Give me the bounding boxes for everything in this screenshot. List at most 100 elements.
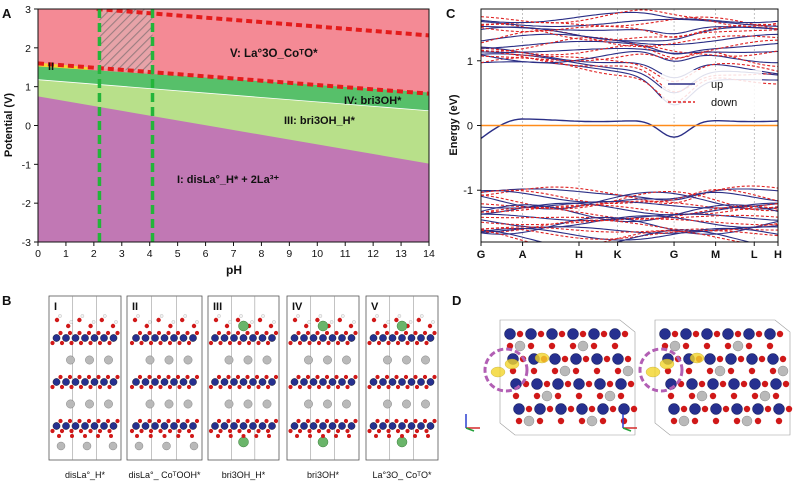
bottom-oxygen	[374, 434, 378, 438]
lanthanum-atom	[342, 355, 351, 365]
conduction-band-down	[481, 23, 778, 38]
oxygen-atom	[307, 428, 312, 434]
oxygen-atom	[237, 340, 242, 346]
slab-caption: disLa°_H*	[65, 470, 106, 480]
slab-structure-v: V La°3O_ CoᵀO*	[365, 295, 439, 480]
slab-caption: bri3OH*	[307, 470, 340, 480]
oxygen-atom	[158, 340, 163, 346]
oxygen-atom	[564, 380, 572, 388]
oxygen-atom	[609, 405, 617, 413]
oxygen-atom	[593, 367, 601, 375]
lanthanum-atom	[577, 340, 589, 352]
oxygen-atom	[709, 392, 717, 400]
oxygen-atom	[692, 330, 700, 338]
oxygen-atom	[148, 340, 154, 346]
oxygen-atom	[414, 340, 420, 346]
lanthanum-atom	[604, 390, 616, 402]
cobalt-atom	[609, 328, 621, 340]
cobalt-atom	[90, 334, 99, 342]
lanthanum-atom	[559, 365, 571, 377]
lanthanum-atom	[383, 355, 392, 365]
cobalt-atom	[597, 403, 609, 415]
oxygen-atom	[158, 384, 163, 390]
oxygen-atom	[345, 340, 350, 346]
oxygen-atom	[216, 330, 222, 336]
lanthanum-atom	[183, 399, 193, 409]
oxygen-atom	[78, 428, 84, 434]
oxygen-atom	[403, 374, 409, 380]
surface-oxygen	[304, 323, 309, 329]
cobalt-atom	[132, 422, 140, 430]
oxygen-atom	[254, 374, 260, 380]
cobalt-atom	[211, 378, 219, 386]
conduction-band-down	[481, 23, 778, 41]
cobalt-atom	[573, 378, 585, 390]
valence-band-up	[481, 216, 778, 235]
oxygen-atom	[296, 330, 301, 336]
cobalt-atom	[379, 334, 387, 342]
valence-band-up	[481, 202, 778, 216]
oxygen-atom	[69, 384, 74, 390]
cobalt-atom	[220, 422, 229, 430]
lanthanum-atom	[669, 340, 681, 352]
conduction-band-up	[481, 46, 778, 79]
lanthanum-atom	[714, 365, 726, 377]
conduction-band-down	[481, 44, 778, 57]
cobalt-atom	[319, 334, 327, 342]
oxygen-atom	[630, 405, 638, 413]
oxygen-atom	[218, 428, 223, 434]
k-point-label: H	[774, 249, 782, 261]
slab-numeral: V	[371, 301, 379, 313]
oxygen-atom	[96, 374, 101, 380]
region-label-iv: IV: bri3OH*	[344, 95, 402, 107]
cobalt-atom	[309, 422, 318, 430]
cobalt-atom	[52, 422, 61, 430]
oxygen-atom	[701, 405, 709, 413]
surface-oxygen	[371, 317, 377, 323]
lanthanum-atom	[342, 399, 351, 409]
oxygen-atom	[334, 374, 339, 380]
oxygen-atom	[554, 392, 562, 400]
charge-density-lobe	[689, 352, 705, 364]
slab-numeral: III	[213, 301, 222, 313]
valence-band-up	[481, 188, 778, 201]
surface-ion	[238, 436, 249, 448]
oxygen-atom	[237, 384, 242, 390]
energy-tick-label: 1	[467, 56, 473, 68]
oxygen-atom	[246, 340, 252, 346]
oxygen-atom	[105, 374, 111, 380]
stability-regions	[38, 9, 429, 242]
oxygen-atom	[129, 384, 135, 390]
cobalt-atom	[300, 378, 308, 386]
oxygen-atom	[69, 340, 74, 346]
oxygen-atom	[67, 418, 73, 424]
oxygen-atom	[148, 384, 154, 390]
oxygen-atom	[716, 355, 724, 363]
cobalt-atom	[319, 378, 327, 386]
surface-oxygen	[383, 323, 388, 329]
bottom-oxygen	[70, 434, 74, 438]
oxygen-atom	[88, 340, 93, 346]
oxygen-atom	[719, 380, 727, 388]
oxygen-atom	[754, 417, 762, 425]
lanthanum-atom	[183, 355, 193, 365]
x-tick-label: 13	[395, 248, 407, 260]
oxygen-atom	[77, 330, 82, 336]
oxygen-atom	[307, 340, 312, 346]
cobalt-atom	[160, 422, 169, 430]
oxygen-atom	[530, 367, 538, 375]
cobalt-atom	[290, 334, 299, 342]
oxygen-atom	[166, 418, 171, 424]
x-axis-label: pH	[226, 263, 242, 277]
surface-oxygen	[66, 323, 71, 329]
axis-b-arrow	[622, 427, 632, 432]
axis-b-arrow	[465, 427, 475, 432]
k-point-label: H	[575, 249, 583, 261]
lanthanum-atom	[383, 399, 392, 409]
x-tick-label: 12	[367, 248, 379, 260]
lanthanum-atom	[262, 355, 272, 365]
oxygen-atom	[596, 392, 604, 400]
x-tick-label: 6	[203, 248, 209, 260]
oxygen-atom	[305, 374, 311, 380]
oxygen-atom	[578, 417, 586, 425]
